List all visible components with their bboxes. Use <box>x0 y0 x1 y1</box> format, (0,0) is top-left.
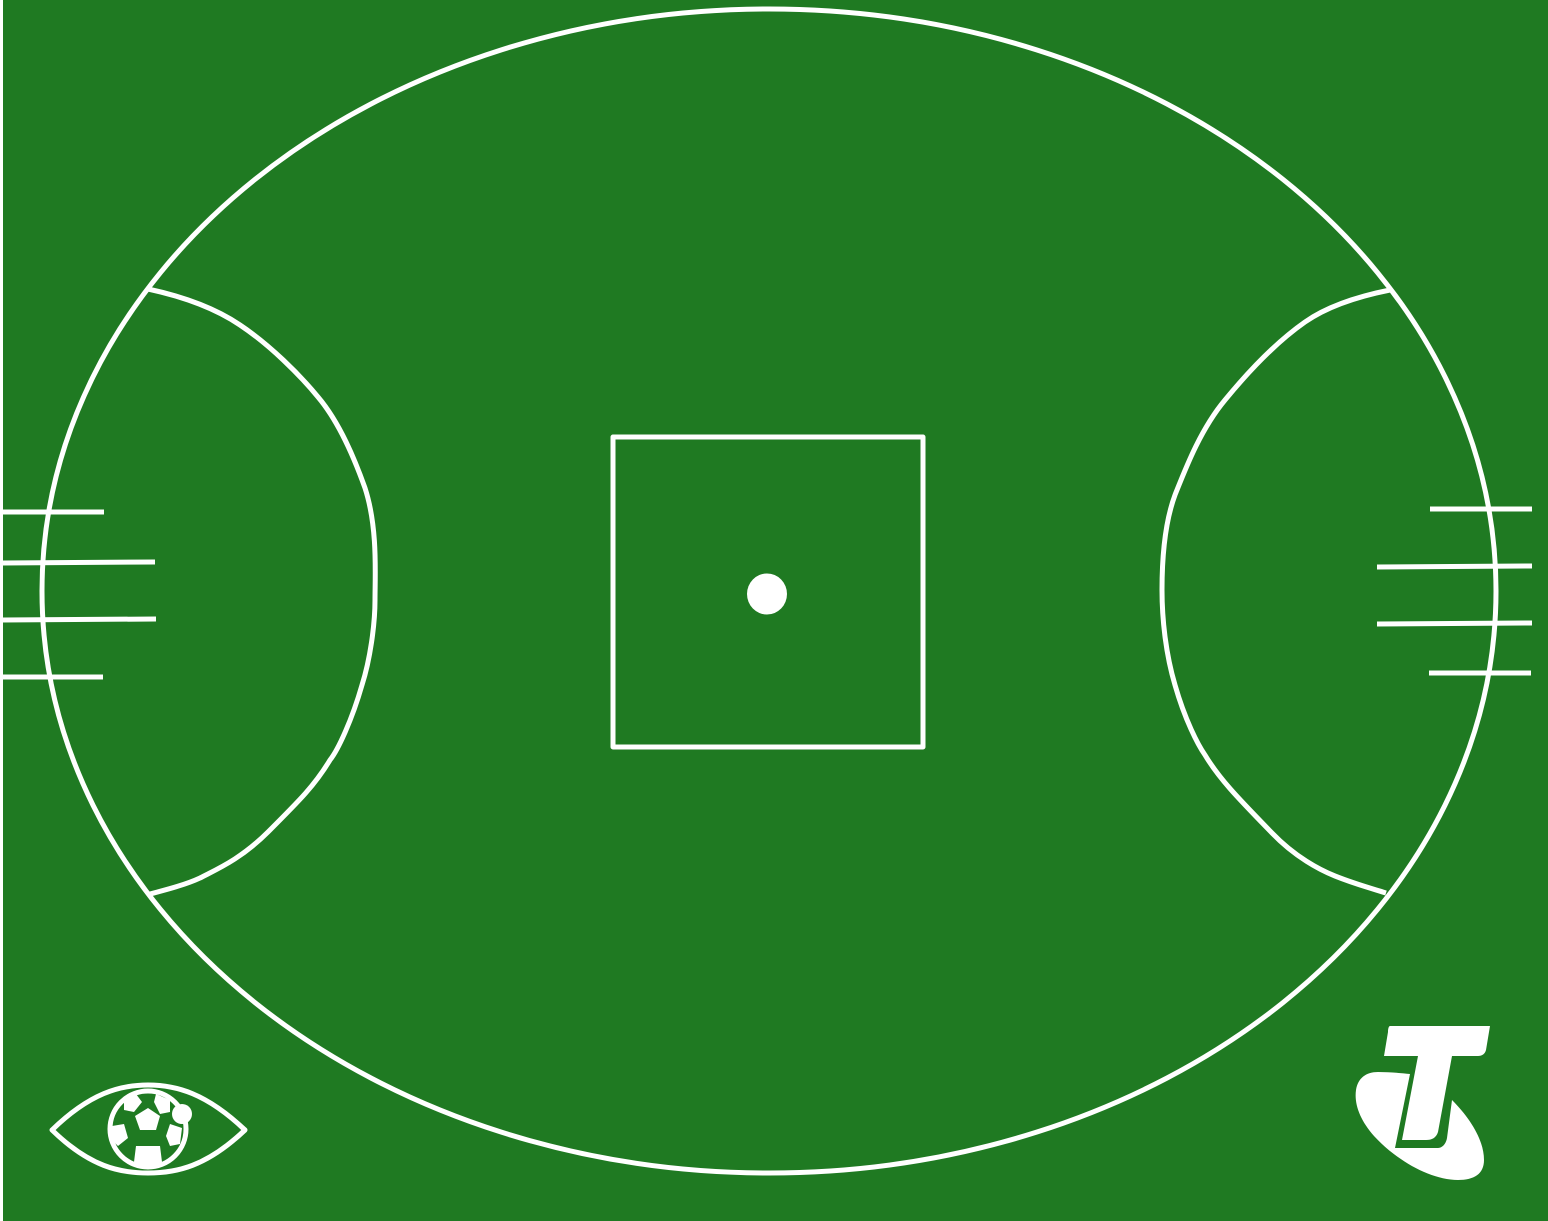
right-goal-post-top <box>1376 563 1533 570</box>
eye-football-icon <box>49 1082 248 1176</box>
right-goal-post-bottom <box>1376 620 1533 627</box>
right-fifty-arc <box>1159 287 1391 896</box>
left-fifty-arc <box>147 286 378 897</box>
right-goal-posts <box>1376 506 1533 676</box>
boundary-oval <box>39 6 1499 1176</box>
left-goal-post-top <box>2 559 156 566</box>
left-goal-post-bottom <box>2 616 157 623</box>
left-goal-posts <box>2 509 157 680</box>
telstra-t-icon <box>1355 1026 1490 1180</box>
centre-square <box>610 434 926 750</box>
centre-spot <box>747 573 787 615</box>
